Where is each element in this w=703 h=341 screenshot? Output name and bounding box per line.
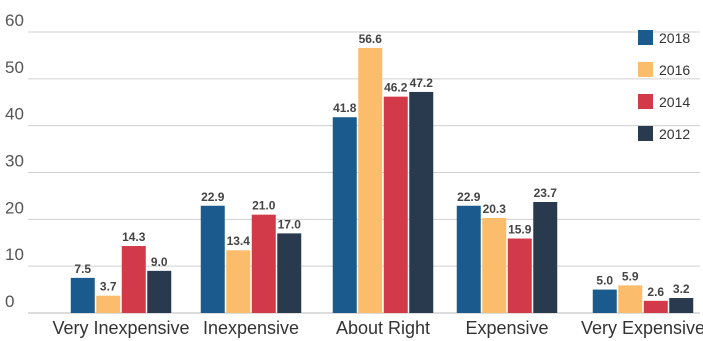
y-tick-label: 0 — [5, 292, 14, 311]
x-tick-label: Expensive — [465, 318, 548, 338]
bar — [669, 298, 694, 313]
data-label: 3.2 — [673, 282, 690, 296]
data-label: 15.9 — [508, 223, 532, 237]
bar — [226, 250, 251, 313]
data-label: 23.7 — [534, 186, 558, 200]
x-tick-label: Very Expensive — [581, 318, 703, 338]
bar — [592, 289, 617, 313]
bar — [383, 96, 408, 313]
legend-swatch — [638, 126, 653, 141]
y-tick-label: 50 — [5, 58, 24, 77]
data-label: 22.9 — [457, 190, 481, 204]
bar — [643, 300, 668, 313]
legend: 2018 2016 2014 2012 — [638, 30, 690, 142]
data-label: 56.6 — [359, 32, 383, 46]
data-label: 20.3 — [483, 202, 507, 216]
bar — [70, 277, 95, 313]
legend-swatch — [638, 94, 653, 109]
legend-label: 2012 — [659, 126, 690, 142]
bar — [409, 91, 434, 314]
data-label: 22.9 — [201, 190, 225, 204]
bar — [200, 205, 225, 313]
bar — [251, 214, 276, 313]
y-tick-label: 60 — [5, 11, 24, 30]
bar — [358, 47, 383, 313]
bar — [277, 233, 302, 313]
legend-label: 2018 — [659, 30, 690, 46]
legend-label: 2016 — [659, 62, 690, 78]
data-label: 13.4 — [227, 234, 251, 248]
y-tick-label: 30 — [5, 152, 24, 171]
bar — [456, 205, 481, 313]
data-label: 5.0 — [596, 274, 613, 288]
y-axis-ticks: 0 10 20 30 40 50 60 — [5, 11, 24, 311]
legend-label: 2014 — [659, 94, 690, 110]
data-label: 5.9 — [622, 269, 639, 283]
bars — [70, 47, 694, 314]
y-tick-label: 20 — [5, 198, 24, 217]
bar — [482, 217, 507, 313]
legend-swatch — [638, 62, 653, 77]
bar — [533, 202, 558, 313]
x-axis-ticks: Very Inexpensive Inexpensive About Right Ex… — [52, 318, 703, 338]
legend-swatch — [638, 30, 653, 45]
x-tick-label: About Right — [336, 318, 430, 338]
y-tick-label: 40 — [5, 105, 24, 124]
bar — [147, 270, 172, 313]
data-label: 41.8 — [333, 101, 357, 115]
data-label: 21.0 — [252, 199, 276, 213]
bar — [507, 238, 532, 313]
data-label: 2.6 — [647, 285, 664, 299]
bar — [121, 246, 146, 313]
y-tick-label: 10 — [5, 245, 24, 264]
data-label: 14.3 — [122, 230, 146, 244]
data-label: 3.7 — [100, 280, 117, 294]
data-label: 7.5 — [74, 262, 91, 276]
data-label: 47.2 — [410, 76, 434, 90]
data-label: 17.0 — [278, 217, 302, 231]
bar — [618, 285, 643, 313]
x-tick-label: Inexpensive — [203, 318, 299, 338]
data-label: 46.2 — [384, 81, 408, 95]
x-tick-label: Very Inexpensive — [52, 318, 189, 338]
bar — [96, 295, 121, 313]
bar — [332, 117, 357, 313]
data-label: 9.0 — [151, 255, 168, 269]
data-labels: 7.5 3.7 14.3 9.0 22.9 13.4 21.017.0 41.8 56.6 46.… — [74, 32, 690, 299]
